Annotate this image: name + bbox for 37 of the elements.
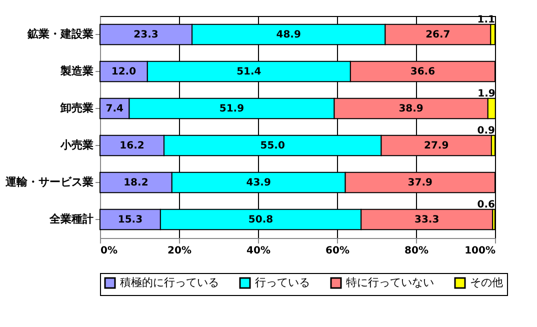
x-tick-label: 100% bbox=[464, 246, 496, 256]
y-tick-label: 全業種計 bbox=[48, 212, 94, 226]
data-label: 15.3 bbox=[118, 214, 143, 226]
legend-label: 特に行っていない bbox=[346, 276, 434, 289]
data-label: 7.4 bbox=[106, 104, 124, 114]
y-tick-label: 製造業 bbox=[60, 64, 94, 78]
y-tick-label: 小売業 bbox=[60, 138, 94, 152]
y-tick-label: 鉱業・建設業 bbox=[26, 28, 94, 40]
data-label: 33.3 bbox=[414, 214, 440, 226]
data-label: 50.8 bbox=[248, 214, 274, 226]
legend-label: その他 bbox=[470, 276, 503, 289]
x-tick-label: 20% bbox=[168, 246, 192, 256]
data-label: 51.9 bbox=[219, 104, 244, 114]
data-label: 18.2 bbox=[124, 178, 148, 188]
x-tick-label: 80% bbox=[404, 246, 428, 256]
data-label: 55.0 bbox=[260, 140, 285, 152]
data-label: 43.9 bbox=[246, 178, 271, 188]
legend-label: 行っている bbox=[255, 276, 310, 289]
data-label: 16.2 bbox=[120, 140, 144, 152]
x-tick-label: 40% bbox=[246, 246, 270, 256]
data-label: 38.9 bbox=[398, 104, 424, 114]
data-label: 26.7 bbox=[426, 30, 450, 40]
y-tick-label: 運輸・サービス業 bbox=[4, 176, 94, 188]
data-label: 27.9 bbox=[424, 140, 449, 152]
x-tick-label: 60% bbox=[326, 246, 350, 256]
data-label: 1.9 bbox=[478, 88, 496, 100]
x-tick-label: 0% bbox=[100, 246, 118, 256]
legend-label: 積極的に行っている bbox=[120, 276, 219, 289]
data-label: 37.9 bbox=[408, 178, 433, 188]
data-label: 12.0 bbox=[111, 66, 136, 78]
data-label: 0.6 bbox=[477, 200, 496, 210]
y-tick-label: 卸売業 bbox=[60, 102, 94, 114]
data-label: 23.3 bbox=[134, 30, 158, 40]
data-label: 0.9 bbox=[477, 126, 496, 136]
data-label: 36.6 bbox=[410, 66, 436, 78]
data-label: 48.9 bbox=[276, 30, 301, 40]
data-label: 51.4 bbox=[236, 66, 262, 78]
